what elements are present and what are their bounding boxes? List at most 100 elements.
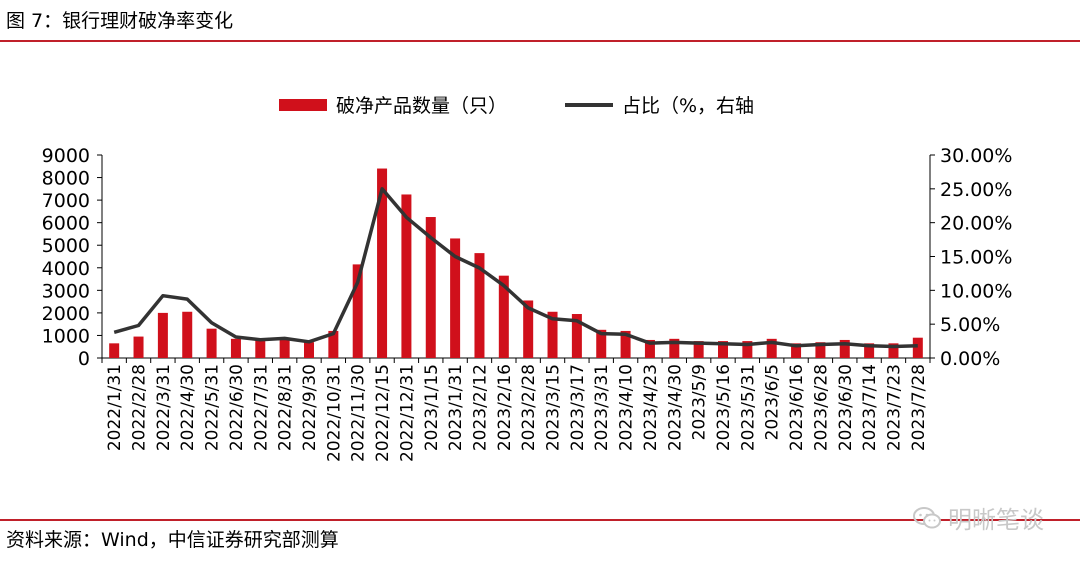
- x-axis: 2022/1/31 2022/2/28 2022/3/31 2022/4/30 2022…: [101, 357, 931, 462]
- x-tick-label: 2023/5/31: [738, 364, 758, 451]
- bar: [206, 328, 217, 358]
- legend-bar-label: 破净产品数量（只）: [336, 95, 507, 117]
- x-tick-label: 2023/6/16: [787, 364, 807, 451]
- bar: [596, 329, 607, 358]
- left-tick-label: 7000: [42, 190, 90, 212]
- x-tick-label: 2023/6/28: [811, 364, 831, 451]
- bar: [352, 264, 363, 358]
- bar: [133, 336, 144, 358]
- right-tick-label: 20.00%: [940, 213, 1012, 235]
- x-tick-label: 2022/7/31: [251, 364, 271, 451]
- bar: [815, 342, 826, 358]
- right-tick-label: 5.00%: [940, 314, 1000, 336]
- bar: [328, 330, 339, 358]
- bar: [279, 338, 290, 358]
- bar: [304, 342, 314, 358]
- x-tick-label: 2023/1/15: [422, 364, 442, 451]
- bar: [109, 343, 120, 358]
- x-tick-label: 2023/6/30: [836, 364, 856, 451]
- x-tick-label: 2023/7/28: [909, 364, 929, 451]
- x-tick-label: 2023/1/31: [446, 364, 466, 451]
- line-series: [113, 187, 918, 349]
- bar: [571, 314, 582, 358]
- x-tick-label: 2023/5/9: [690, 364, 710, 440]
- left-tick-label: 4000: [42, 258, 90, 280]
- bar: [401, 194, 412, 358]
- x-tick-label: 2023/7/14: [860, 364, 880, 451]
- watermark: 明晰笔谈: [912, 500, 1044, 535]
- bar: [474, 253, 485, 358]
- x-tick-label: 2022/6/30: [227, 364, 247, 451]
- x-tick-label: 2022/4/30: [178, 364, 198, 451]
- top-divider: [0, 40, 1080, 42]
- bar: [718, 341, 728, 358]
- right-tick-label: 0.00%: [940, 348, 1000, 370]
- legend-bar-swatch: [279, 99, 327, 111]
- bar: [230, 338, 241, 358]
- x-tick-label: 2022/12/31: [397, 364, 417, 462]
- watermark-text: 明晰笔谈: [948, 506, 1044, 534]
- bar: [498, 275, 509, 358]
- bar: [182, 311, 193, 358]
- left-tick-label: 3000: [42, 280, 90, 302]
- wechat-icon: [913, 506, 941, 528]
- x-tick-label: 2023/5/16: [714, 364, 734, 451]
- bar: [864, 343, 875, 358]
- x-tick-label: 2022/12/15: [373, 364, 393, 462]
- x-tick-label: 2023/6/5: [763, 364, 783, 440]
- bar: [425, 217, 436, 358]
- bar: [888, 343, 899, 358]
- bar: [912, 337, 923, 358]
- x-tick-label: 2023/3/17: [568, 364, 588, 451]
- x-tick-label: 2022/1/31: [105, 364, 125, 451]
- bar: [523, 300, 534, 358]
- chart-legend: 破净产品数量（只） 占比（%，右轴: [279, 95, 754, 117]
- x-tick-label: 2022/9/30: [300, 364, 320, 451]
- bar: [693, 341, 704, 358]
- x-tick-label: 2023/2/12: [470, 364, 490, 451]
- left-tick-label: 6000: [42, 213, 90, 235]
- bar-series: [109, 168, 923, 358]
- left-tick-label: 8000: [42, 168, 90, 190]
- x-tick-label: 2022/8/31: [276, 364, 296, 451]
- x-tick-label: 2023/4/23: [641, 364, 661, 451]
- left-tick-label: 9000: [42, 145, 90, 167]
- x-tick-label: 2023/3/15: [544, 364, 564, 451]
- x-tick-label: 2023/7/23: [884, 364, 904, 451]
- x-tick-label: 2022/10/31: [324, 364, 344, 462]
- x-tick-label: 2023/2/16: [495, 364, 515, 451]
- left-tick-label: 1000: [42, 325, 90, 347]
- bar: [669, 338, 680, 358]
- bar: [377, 168, 388, 358]
- left-tick-label: 5000: [42, 235, 90, 257]
- x-tick-label: 2022/2/28: [130, 364, 150, 451]
- right-tick-label: 15.00%: [940, 247, 1012, 269]
- bar: [450, 238, 461, 358]
- x-tick-label: 2023/4/30: [665, 364, 685, 451]
- bar: [766, 338, 777, 358]
- bar: [547, 311, 558, 358]
- right-axis: 0.00% 5.00% 10.00% 15.00% 20.00% 25.00% 30.00%: [929, 145, 1012, 370]
- bar: [620, 330, 631, 358]
- x-tick-label: 2023/2/28: [519, 364, 539, 451]
- bar: [742, 341, 753, 358]
- legend-line-label: 占比（%，右轴: [622, 95, 754, 117]
- bar: [839, 339, 850, 358]
- bar: [791, 343, 802, 358]
- bottom-divider: [0, 519, 1080, 521]
- right-tick-label: 10.00%: [940, 280, 1012, 302]
- bar: [157, 312, 168, 358]
- right-tick-label: 25.00%: [940, 179, 1012, 201]
- left-tick-label: 0: [78, 348, 90, 370]
- x-tick-label: 2022/11/30: [349, 364, 369, 462]
- right-tick-label: 30.00%: [940, 145, 1012, 167]
- x-tick-label: 2023/4/10: [617, 364, 637, 451]
- ratio-line: [113, 187, 918, 349]
- left-tick-label: 2000: [42, 303, 90, 325]
- bar: [255, 339, 266, 358]
- figure-title: 图 7：银行理财破净率变化: [6, 10, 234, 32]
- x-tick-label: 2022/5/31: [203, 364, 223, 451]
- x-tick-label: 2022/3/31: [154, 364, 174, 451]
- chart: 破净产品数量（只） 占比（%，右轴 01000200030004000500060…: [42, 95, 1013, 462]
